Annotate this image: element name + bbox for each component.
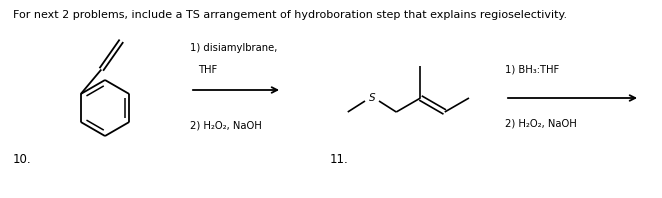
Text: THF: THF <box>198 65 217 75</box>
Text: For next 2 problems, include a TS arrangement of hydroboration step that explain: For next 2 problems, include a TS arrang… <box>13 10 567 20</box>
Text: 10.: 10. <box>13 153 32 166</box>
Text: 11.: 11. <box>330 153 349 166</box>
Text: 2) H₂O₂, NaOH: 2) H₂O₂, NaOH <box>190 121 261 131</box>
Text: 2) H₂O₂, NaOH: 2) H₂O₂, NaOH <box>505 118 577 128</box>
Text: 1) disiamylbrane,: 1) disiamylbrane, <box>190 43 277 53</box>
Text: S: S <box>369 93 375 103</box>
Text: 1) BH₃:THF: 1) BH₃:THF <box>505 65 559 75</box>
